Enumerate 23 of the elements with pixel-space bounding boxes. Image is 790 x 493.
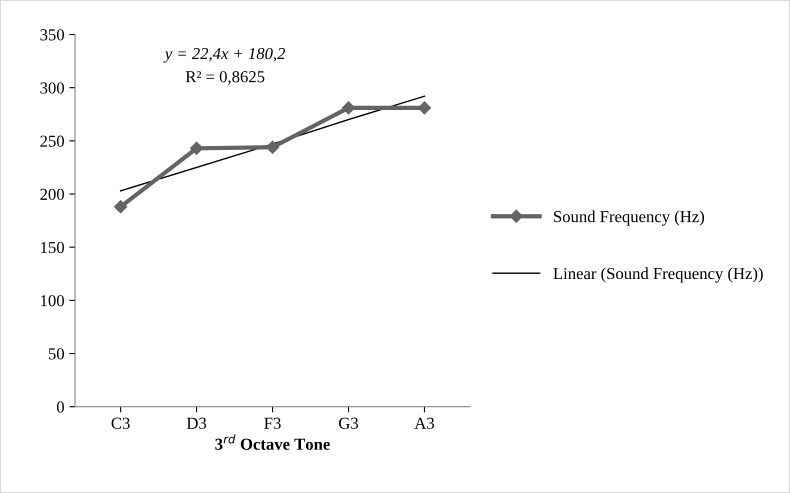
y-tick-label: 150: [41, 242, 64, 254]
point: [190, 142, 204, 155]
annotation: R² = 0,8625: [186, 71, 264, 85]
x-tick-label: G3: [339, 418, 358, 429]
point: [418, 101, 432, 114]
y-tick-label: 50: [48, 348, 64, 360]
y-tick-label: 350: [40, 29, 64, 40]
point: [342, 101, 356, 114]
x-axis-title: 3$^{rd}$ Octave Tone: [215, 434, 330, 450]
x-tick-label: C3: [112, 418, 130, 429]
point: [266, 140, 280, 154]
y-tick-label: 300: [40, 82, 64, 94]
legend-label: Linear (Sound Frequency (Hz)): [553, 267, 763, 283]
x-tick-label: A3: [414, 418, 434, 429]
x-tick-label: F3: [264, 418, 281, 429]
y-tick-label: 200: [40, 188, 64, 200]
legend-label: Sound Frequency (Hz): [554, 210, 704, 226]
y-tick-label: 250: [40, 136, 64, 147]
annotation: y = 22,4x + 180,2: [163, 48, 286, 63]
y-tick-label: 0: [56, 401, 64, 413]
x-tick-label: D3: [186, 418, 206, 429]
point: [114, 200, 128, 214]
y-tick-label: 100: [41, 295, 64, 306]
